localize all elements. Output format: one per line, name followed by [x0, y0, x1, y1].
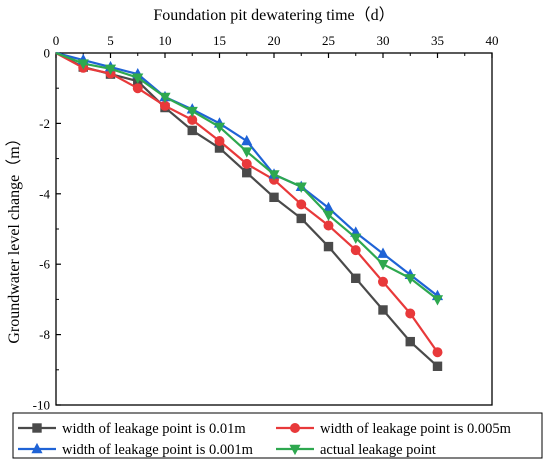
data-point	[213, 122, 226, 134]
series-layer	[55, 51, 444, 371]
data-point	[295, 182, 307, 193]
legend-label: width of leakage point is 0.005m	[320, 421, 512, 437]
legend: width of leakage point is 0.01m width of …	[12, 412, 543, 459]
data-point	[322, 210, 335, 222]
x-tick-label: 25	[322, 33, 335, 48]
series-2	[55, 52, 443, 358]
data-point	[186, 106, 198, 118]
data-point	[269, 192, 279, 203]
data-point	[350, 233, 362, 244]
series-1	[55, 52, 443, 371]
x-tick-label: 0	[53, 33, 60, 48]
data-point	[377, 276, 388, 287]
x-tick-label: 30	[377, 33, 390, 48]
data-point	[104, 64, 117, 75]
data-point	[296, 213, 306, 224]
series-line	[55, 52, 439, 368]
legend-box	[12, 412, 543, 459]
legend-marker	[32, 423, 42, 433]
data-point	[323, 241, 334, 252]
x-tick-label: 10	[159, 33, 172, 48]
y-tick-label: 0	[44, 46, 51, 61]
data-point	[432, 347, 443, 358]
legend-label: actual leakage point	[320, 442, 436, 458]
data-point	[296, 199, 307, 210]
data-point	[241, 158, 252, 169]
x-tick-label: 40	[486, 33, 499, 48]
data-point	[242, 167, 252, 178]
y-tick-label: -4	[39, 186, 50, 201]
data-point	[159, 92, 171, 104]
legend-item: width of leakage point is 0.01m	[18, 421, 246, 437]
data-point	[405, 336, 415, 347]
series-4	[55, 51, 444, 306]
data-point	[404, 274, 416, 285]
data-point	[377, 259, 389, 271]
legend-marker	[289, 422, 300, 433]
data-point	[351, 273, 361, 283]
data-point	[241, 147, 253, 158]
x-axis-title: Foundation pit dewatering time（d）	[153, 6, 394, 24]
y-tick-label: -8	[39, 327, 50, 342]
data-point	[241, 134, 253, 146]
x-tick-label: 20	[268, 33, 281, 48]
y-tick-label: -6	[39, 257, 50, 272]
data-point	[350, 245, 361, 256]
data-point	[431, 295, 444, 306]
data-point	[323, 220, 334, 231]
y-tick-label: -10	[33, 398, 50, 413]
data-point	[268, 170, 280, 181]
data-point	[378, 305, 388, 315]
legend-label: width of leakage point is 0.001m	[62, 442, 254, 458]
y-axis-title: Groundwater level change（m）	[5, 130, 23, 343]
data-point	[132, 83, 143, 94]
legend-marker	[31, 442, 43, 454]
data-point	[132, 73, 144, 84]
legend-marker	[289, 444, 301, 456]
data-point	[405, 308, 416, 319]
plot-area	[55, 52, 493, 406]
x-tick-label: 15	[213, 33, 226, 48]
data-point	[377, 247, 389, 258]
x-tick-label: 35	[431, 33, 444, 48]
data-point	[77, 59, 89, 70]
data-point	[214, 135, 225, 146]
y-axis: 0 -2 -4 -6 -8 -10	[33, 46, 61, 413]
legend-label: width of leakage point is 0.01m	[62, 421, 246, 437]
data-point	[432, 361, 443, 371]
legend-item: actual leakage point	[276, 442, 436, 458]
y-tick-label: -2	[39, 116, 50, 131]
x-tick-label: 5	[107, 33, 114, 48]
x-axis: 0 5 10 15 20 25 30 35 40	[53, 33, 499, 58]
data-point	[187, 125, 197, 136]
plot-frame	[55, 52, 493, 406]
legend-item: width of leakage point is 0.005m	[276, 421, 512, 437]
legend-item: width of leakage point is 0.001m	[18, 442, 254, 458]
